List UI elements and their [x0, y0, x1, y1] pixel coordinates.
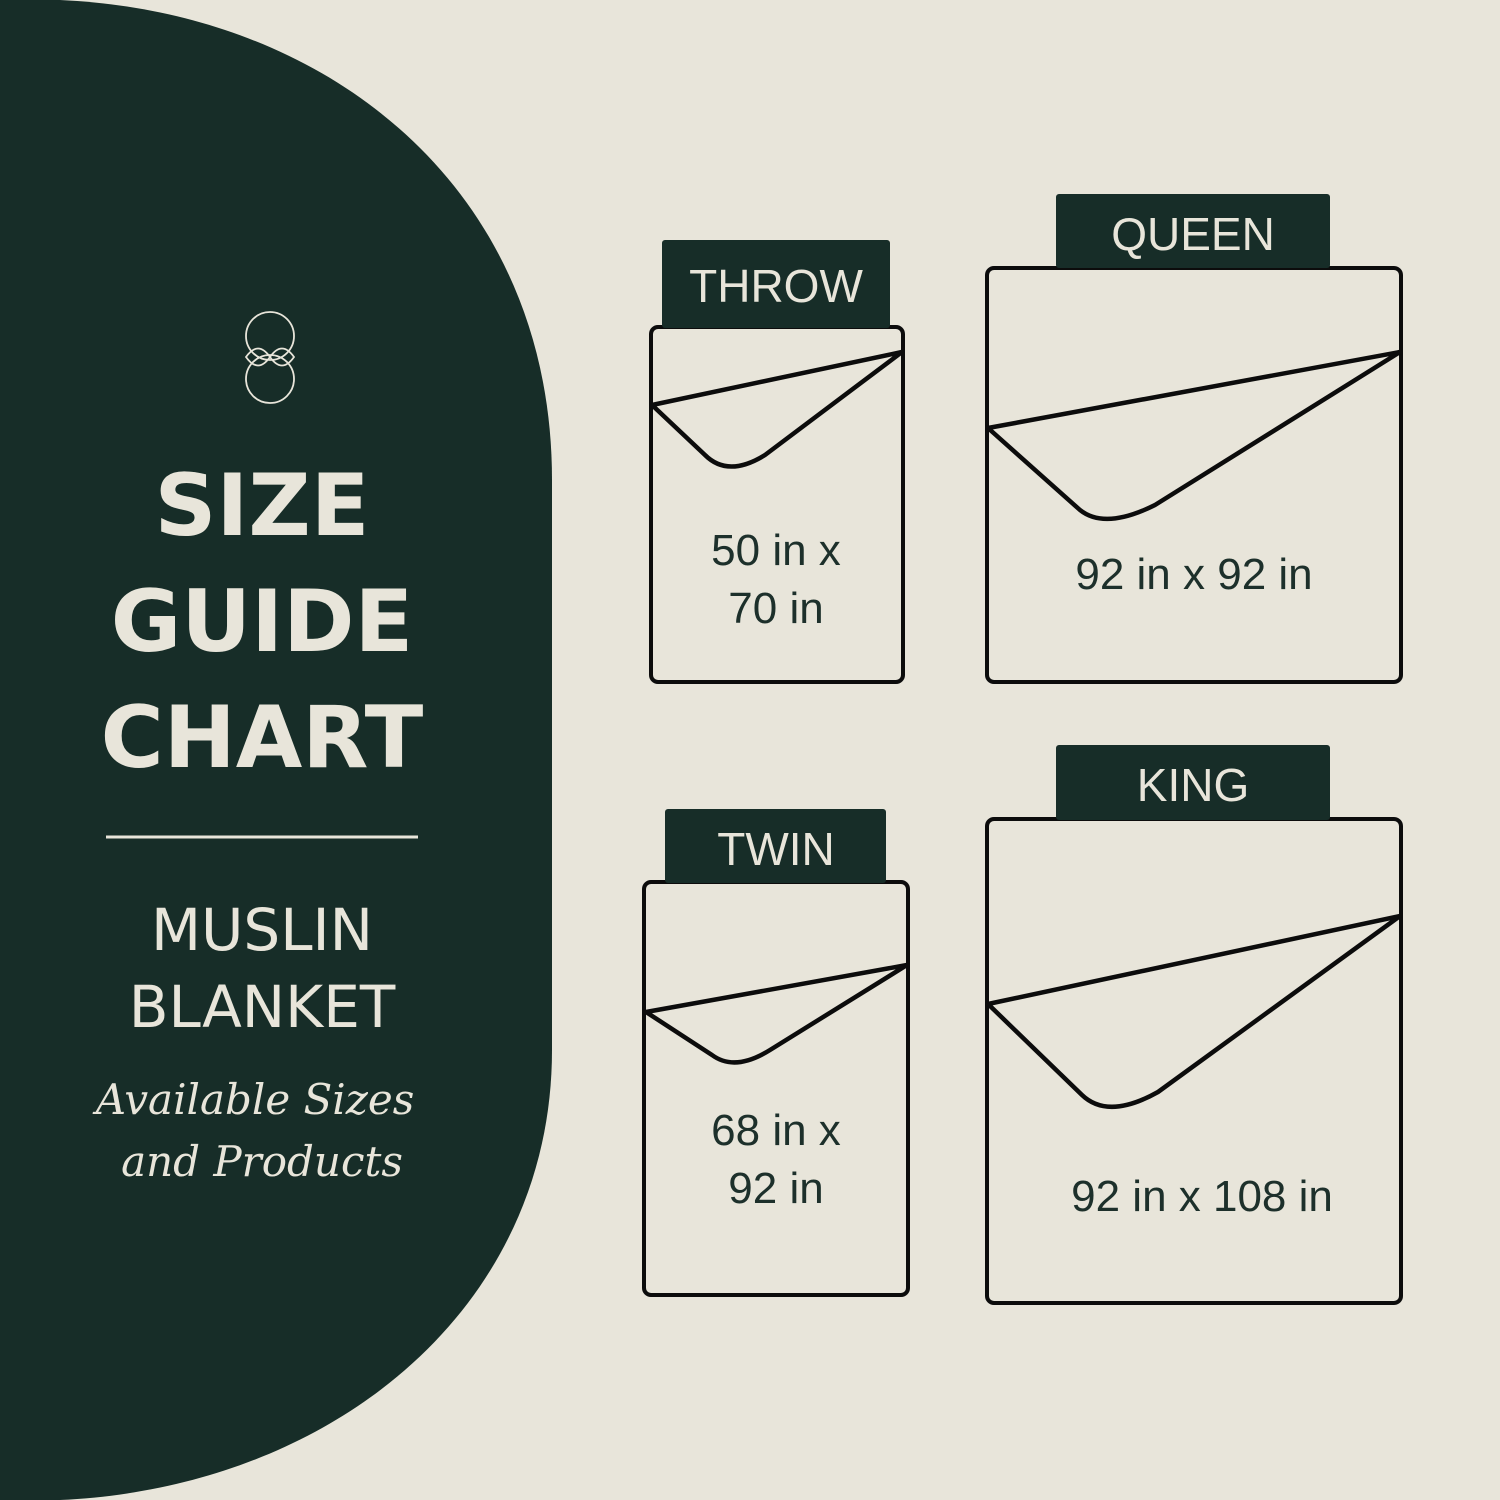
size-card-throw: THROW 50 in x 70 in — [649, 240, 905, 684]
title-line-1: SIZE — [154, 456, 369, 556]
dimension-line-1: 92 in x 108 in — [1071, 1172, 1333, 1221]
size-card-queen: QUEEN 92 in x 92 in — [985, 194, 1403, 684]
left-panel — [0, 0, 552, 1500]
dimension-line-1: 50 in x — [711, 526, 841, 575]
size-tab — [665, 809, 886, 883]
dimension-line-1: 92 in x 92 in — [1075, 550, 1312, 599]
dimension-line-2: 70 in — [728, 584, 823, 633]
blanket-outline — [642, 880, 910, 1297]
size-name: TWIN — [717, 823, 835, 875]
folded-corner-icon — [649, 349, 905, 469]
title-line-3: CHART — [101, 688, 424, 788]
size-name: KING — [1137, 759, 1249, 811]
subtitle-line-1: Available Sizes — [92, 1075, 415, 1124]
subtitle-line-2: and Products — [121, 1137, 403, 1186]
dimension-line-1: 68 in x — [711, 1106, 841, 1155]
size-tab — [1056, 194, 1330, 268]
product-line-2: BLANKET — [129, 973, 396, 1041]
product-line-1: MUSLIN — [151, 896, 373, 964]
folded-corner-icon — [643, 962, 910, 1065]
blanket-outline — [985, 266, 1403, 684]
size-tab — [1056, 745, 1330, 820]
title-line-2: GUIDE — [111, 572, 414, 672]
flower-logo-icon — [244, 311, 296, 404]
dimension-line-2: 92 in — [728, 1164, 823, 1213]
size-name: QUEEN — [1111, 208, 1275, 260]
size-card-twin: TWIN 68 in x 92 in — [642, 809, 910, 1297]
folded-corner-icon — [985, 913, 1403, 1109]
size-tab — [662, 240, 890, 328]
size-name: THROW — [689, 260, 863, 312]
size-card-king: KING 92 in x 108 in — [985, 745, 1403, 1305]
folded-corner-icon — [985, 349, 1403, 522]
